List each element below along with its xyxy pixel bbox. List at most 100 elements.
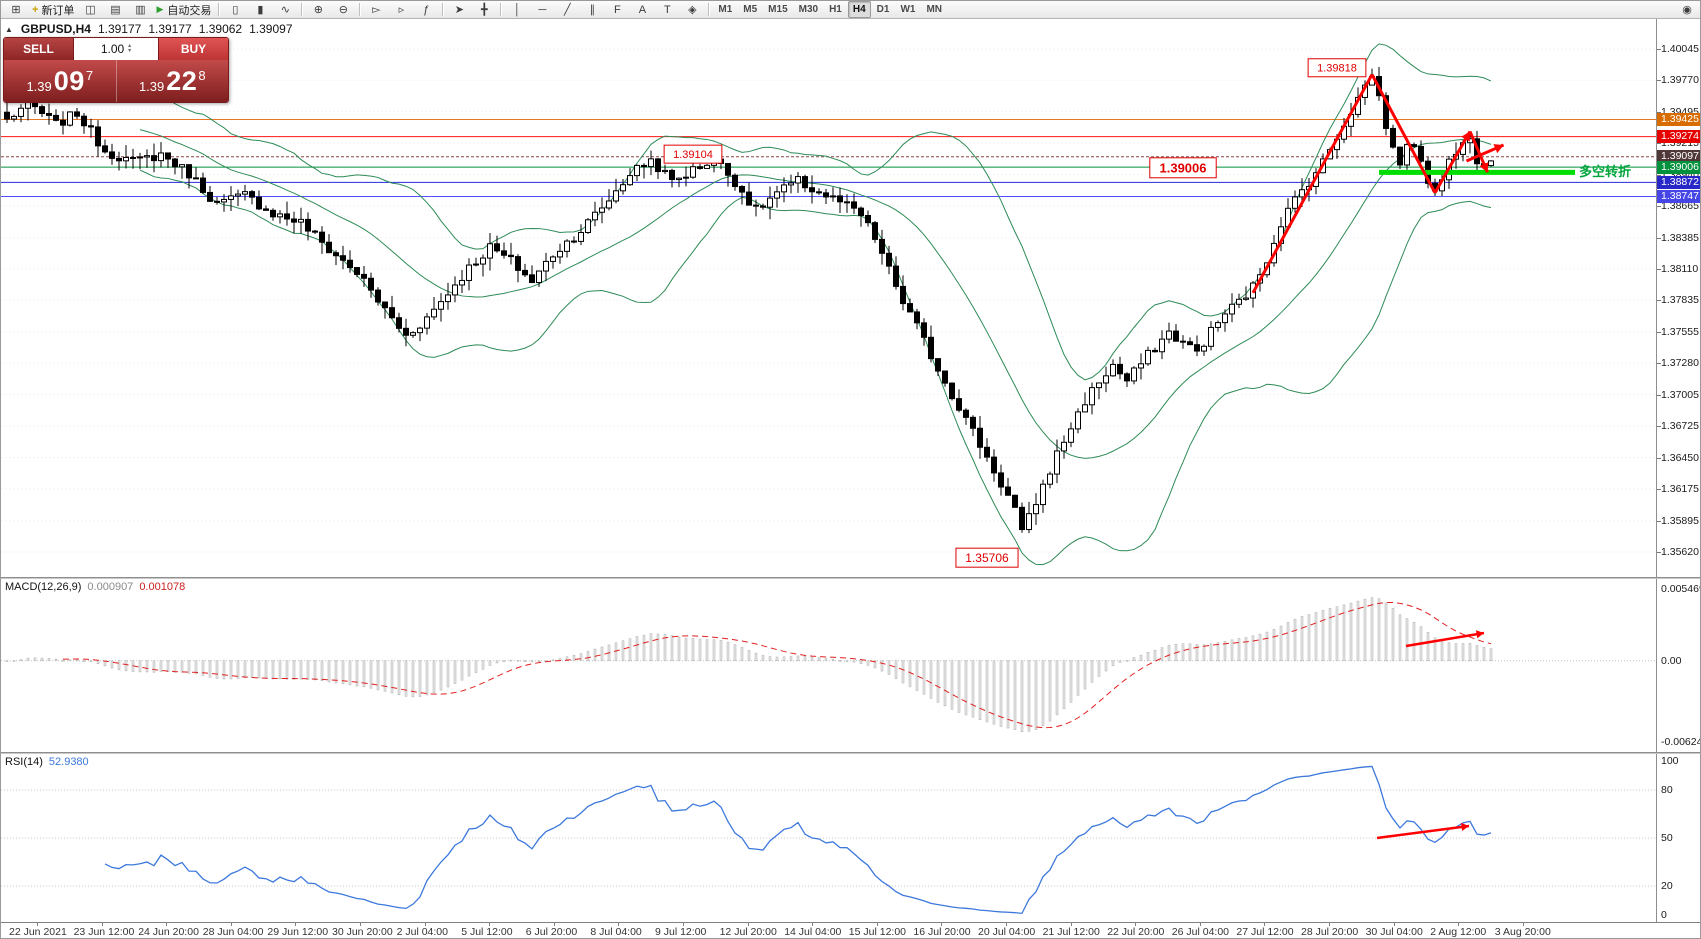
indicators-icon[interactable]: ƒ	[423, 3, 430, 16]
timeframe-button-m15[interactable]: M15	[768, 4, 788, 15]
macd-bar	[733, 644, 737, 661]
macd-bar	[495, 660, 499, 664]
navigator-icon[interactable]: ▤	[110, 4, 121, 16]
new-chart-icon[interactable]: ⊞	[11, 4, 21, 16]
axis-tick	[1657, 363, 1661, 365]
price-annotation-box[interactable]	[1149, 157, 1217, 179]
candle-body	[858, 207, 864, 216]
candle-body	[851, 201, 857, 209]
auto-scroll-icon[interactable]: ▻	[372, 4, 381, 16]
timeframe-button-m1[interactable]: M1	[718, 4, 733, 15]
macd-bar	[33, 657, 37, 661]
rsi-axis[interactable]: 100 80 50 20 0	[1656, 754, 1700, 922]
lot-down-button[interactable]: ▾	[128, 48, 132, 54]
time-axis-tick	[1006, 923, 1007, 926]
macd-pane[interactable]	[1, 579, 1656, 752]
timeframe-button-h4[interactable]: H4	[847, 1, 871, 18]
candle-body	[1103, 375, 1109, 384]
line-chart-icon[interactable]: ∿	[280, 4, 290, 16]
rsi-params: (14)	[23, 756, 43, 768]
zoom-out-icon[interactable]: ⊖	[338, 4, 348, 16]
time-axis-label: 8 Jul 04:00	[590, 926, 642, 938]
connection-status-icon[interactable]: ◉	[1682, 4, 1692, 16]
candle-body	[942, 370, 948, 384]
buy-price-button[interactable]: 1.39 22 8	[117, 60, 229, 102]
macd-bar	[551, 659, 555, 662]
rsi-pane[interactable]	[1, 754, 1656, 922]
text-icon[interactable]: A	[638, 3, 647, 16]
candle-body	[1187, 341, 1193, 346]
macd-bar	[26, 657, 30, 661]
price-annotation-box[interactable]	[1307, 58, 1367, 78]
zoom-in-icon[interactable]: ⊕	[313, 4, 323, 16]
time-axis[interactable]: 22 Jun 2021 23 Jun 12:00 24 Jun 20:00 28 Ju…	[1, 922, 1700, 938]
candle-body	[1047, 473, 1053, 485]
macd-bar	[866, 660, 870, 666]
timeframe-button-h1[interactable]: H1	[829, 4, 842, 15]
chart-shift-icon[interactable]: ▹	[398, 4, 405, 16]
candlestick-chart-icon[interactable]: ▮	[257, 4, 264, 16]
lot-size-field[interactable]: 1.00 ▴ ▾	[73, 38, 159, 60]
shapes-icon[interactable]: ◈	[688, 4, 697, 16]
macd-bar	[824, 658, 828, 661]
buy-button[interactable]: BUY	[159, 38, 228, 60]
channel-icon[interactable]: ∥	[589, 4, 596, 16]
candle-body	[1152, 349, 1158, 353]
trendline-icon[interactable]: ╱	[564, 4, 571, 16]
main-chart-canvas[interactable]: 1.39104 1.39818 1.39006 1.35706 多空转折	[1, 19, 1656, 577]
price-annotation-text: 1.35706	[965, 551, 1009, 565]
macd-axis-label: 0.005469	[1661, 583, 1701, 595]
price-annotation-box[interactable]	[955, 547, 1019, 568]
macd-bar	[1251, 635, 1255, 661]
macd-bar	[1363, 598, 1367, 661]
toolbar-separator	[359, 3, 361, 16]
macd-bar	[1104, 660, 1108, 672]
macd-bar	[320, 660, 324, 681]
time-axis-label: 23 Jun 12:00	[73, 926, 135, 938]
timeframe-button-d1[interactable]: D1	[876, 4, 890, 15]
cursor-icon[interactable]: ➤	[454, 4, 464, 16]
candle-body	[1215, 322, 1221, 328]
bar-chart-icon[interactable]: ▯	[232, 4, 239, 16]
sell-button[interactable]: SELL	[4, 38, 73, 60]
new-order-button[interactable]: + 新订单	[32, 3, 75, 17]
label-icon[interactable]: T	[663, 3, 671, 16]
fibonacci-icon[interactable]: F	[613, 3, 621, 16]
timeframe-button-m5[interactable]: M5	[743, 4, 758, 15]
candle-body	[1411, 144, 1417, 147]
candle-body	[998, 472, 1004, 488]
macd-bar	[943, 660, 947, 707]
vertical-line-icon[interactable]: │	[513, 3, 521, 16]
axis-tick	[1657, 488, 1661, 490]
pane-splitter[interactable]	[1, 577, 1700, 579]
price-annotation-box[interactable]	[663, 144, 723, 164]
timeframe-button-w1[interactable]: W1	[900, 4, 916, 15]
candle-body	[1026, 513, 1032, 531]
bull-bear-turning-point-note[interactable]: 多空转折	[1579, 164, 1631, 179]
candle-body	[823, 192, 829, 198]
time-axis-tick	[1393, 923, 1395, 926]
time-axis-label: 28 Jul 20:00	[1301, 926, 1359, 938]
timeframe-button-mn[interactable]: MN	[926, 4, 943, 15]
candle-body	[200, 177, 206, 193]
main-chart-pane[interactable]: 1.39104 1.39818 1.39006 1.35706 多空转折	[1, 19, 1656, 577]
autotrading-button[interactable]: ▶ 自动交易	[156, 4, 212, 17]
price-axis[interactable]: 1.40045 1.39770 1.39495 1.39215 1.38940 1.386…	[1656, 19, 1700, 577]
pane-splitter-2[interactable]	[1, 752, 1700, 754]
timeframe-button-m30[interactable]: M30	[798, 4, 819, 15]
terminal-icon[interactable]: ▥	[135, 4, 146, 16]
macd-canvas[interactable]	[1, 579, 1656, 752]
market-watch-icon[interactable]: ◫	[85, 4, 96, 16]
sell-price-button[interactable]: 1.39 09 7	[4, 60, 117, 102]
trend-arrow-head	[1493, 144, 1504, 154]
rsi-canvas[interactable]	[1, 754, 1656, 922]
time-axis-label: 30 Jun 20:00	[332, 926, 393, 938]
horizontal-line-icon[interactable]: ─	[538, 3, 547, 16]
collapse-panel-icon[interactable]: ▲	[5, 24, 13, 34]
time-axis-tick	[1329, 923, 1330, 926]
lot-up-button[interactable]: ▴	[128, 43, 132, 49]
macd-axis[interactable]: 0.005469 0.00 -0.006245	[1656, 579, 1701, 752]
macd-bar	[348, 660, 352, 686]
crosshair-icon[interactable]: ╋	[481, 4, 488, 16]
macd-bar	[803, 656, 807, 661]
